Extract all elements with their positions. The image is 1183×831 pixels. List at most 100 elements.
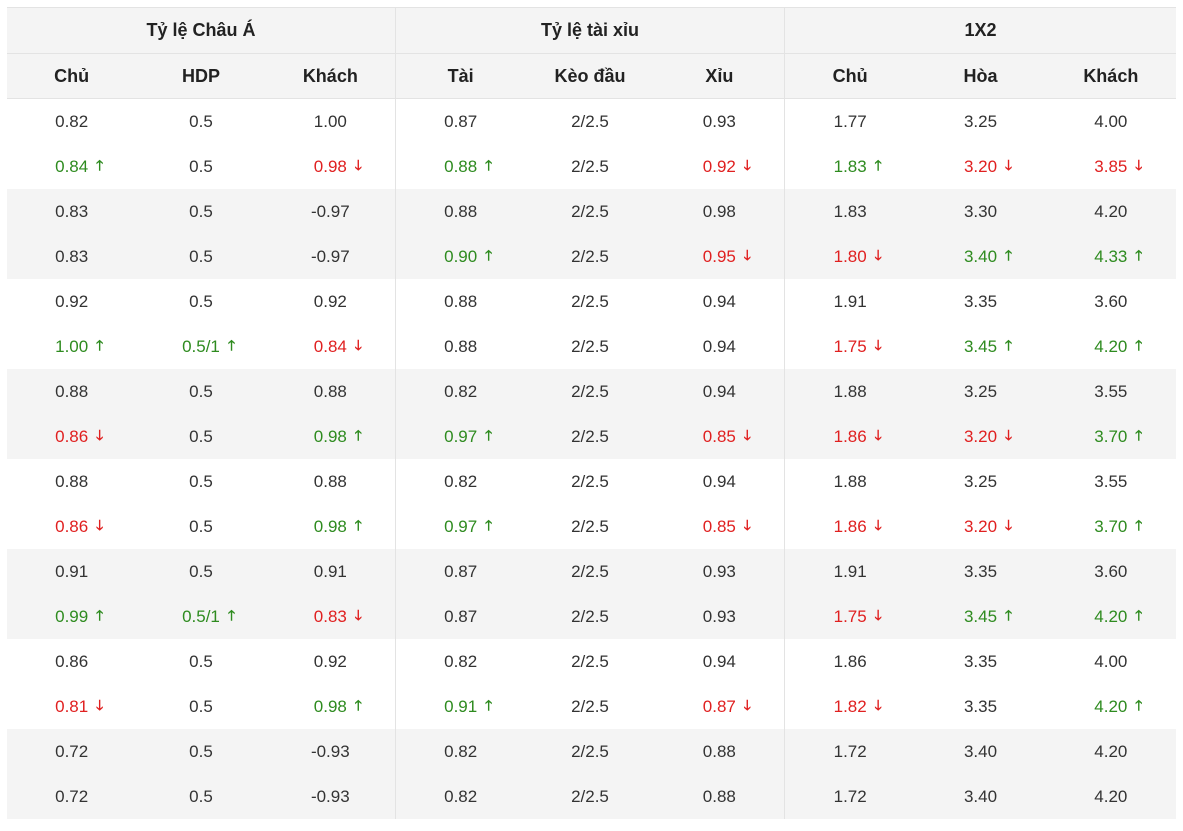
odds-cell-draw: 3.45 🡑 xyxy=(915,594,1045,639)
odds-value: 4.00 xyxy=(1094,651,1128,671)
odds-cell-away: 0.92 xyxy=(266,639,395,684)
odds-value: 0.88 xyxy=(444,156,478,176)
odds-value: 4.20 xyxy=(1094,336,1128,356)
odds-value: 0.82 xyxy=(444,786,478,806)
odds-cell-home: 0.99 🡑 xyxy=(7,594,136,639)
odds-value: 0.84 xyxy=(313,336,347,356)
odds-value: 3.20 xyxy=(963,516,998,536)
odds-value: 0.90 xyxy=(444,246,478,266)
odds-value: 0.92 xyxy=(313,291,347,311)
odds-cell-away: -0.97 xyxy=(266,234,395,279)
odds-value: 1.91 xyxy=(833,291,867,311)
odds-cell-home: 0.88 xyxy=(7,459,136,504)
odds-entry: 0.83 0.5 -0.97 0.88 2/2.5 0.98 1.83 3.30 4.20 0.8… xyxy=(7,189,1176,279)
odds-cell-away: 0.84 🡓 xyxy=(266,324,395,369)
arrow-up-icon: 🡑 xyxy=(1135,696,1143,713)
odds-cell-handicap: 0.5/1 🡑 xyxy=(136,324,265,369)
odds-cell-line: 2/2.5 xyxy=(525,414,654,459)
odds-value: 3.40 xyxy=(963,741,998,761)
odds-value: 0.5 xyxy=(189,381,213,401)
odds-value: 1.86 xyxy=(833,516,867,536)
odds-value: 2/2.5 xyxy=(571,651,609,671)
odds-table: Tỷ lệ Châu Á Tỷ lệ tài xỉu 1X2 Chủ HDP K… xyxy=(7,7,1176,819)
arrow-down-icon: 🡓 xyxy=(874,246,882,263)
odds-cell-home: 0.72 xyxy=(7,774,136,819)
odds-cell-away-win: 4.20 xyxy=(1046,774,1176,819)
odds-entry: 0.82 0.5 1.00 0.87 2/2.5 0.93 1.77 3.25 4.00 0.84… xyxy=(7,99,1176,189)
odds-value: 4.00 xyxy=(1094,111,1128,131)
odds-value: 1.83 xyxy=(833,201,867,221)
row-group: 0.87 2/2.5 0.93 xyxy=(396,549,785,594)
odds-cell-handicap: 0.5 xyxy=(136,144,265,189)
odds-value: 0.5 xyxy=(189,786,213,806)
odds-cell-under: 0.88 xyxy=(655,774,784,819)
odds-value: 2/2.5 xyxy=(571,426,609,446)
arrow-down-icon: 🡓 xyxy=(96,696,104,713)
odds-value: 0.91 xyxy=(313,561,347,581)
odds-value: 2/2.5 xyxy=(571,516,609,536)
odds-cell-home-win: 1.86 🡓 xyxy=(785,504,915,549)
odds-cell-draw: 3.25 xyxy=(915,369,1045,414)
odds-value: 0.88 xyxy=(55,471,89,491)
odds-cell-under: 0.94 xyxy=(655,324,784,369)
arrow-up-icon: 🡑 xyxy=(485,516,493,533)
odds-value: 3.30 xyxy=(963,201,998,221)
odds-value: 1.72 xyxy=(833,741,867,761)
group-header-row: Tỷ lệ Châu Á Tỷ lệ tài xỉu 1X2 xyxy=(7,7,1176,53)
odds-value: 1.72 xyxy=(833,786,867,806)
odds-cell-away: 0.91 xyxy=(266,549,395,594)
arrow-up-icon: 🡑 xyxy=(354,426,362,443)
odds-value: -0.93 xyxy=(310,741,350,761)
odds-cell-home: 0.88 xyxy=(7,369,136,414)
odds-cell-away-win: 4.00 xyxy=(1046,99,1176,144)
column-header-line: Kèo đầu xyxy=(554,65,626,86)
odds-value: 0.5 xyxy=(189,201,213,221)
arrow-down-icon: 🡓 xyxy=(1135,156,1143,173)
odds-value: 0.5 xyxy=(189,561,213,581)
odds-cell-line: 2/2.5 xyxy=(525,189,654,234)
odds-value: 2/2.5 xyxy=(571,471,609,491)
odds-value: 4.20 xyxy=(1094,606,1128,626)
odds-cell-away-win: 3.85 🡓 xyxy=(1046,144,1176,189)
arrow-down-icon: 🡓 xyxy=(743,156,751,173)
odds-value: 4.20 xyxy=(1094,741,1128,761)
row-group: 0.81 🡓 0.5 0.98 🡑 xyxy=(7,684,396,729)
odds-value: 0.85 xyxy=(702,516,736,536)
odds-cell-line: 2/2.5 xyxy=(525,459,654,504)
odds-value: 2/2.5 xyxy=(571,696,609,716)
odds-value: 0.88 xyxy=(313,381,347,401)
odds-cell-away: 0.88 xyxy=(266,459,395,504)
row-group: 0.82 2/2.5 0.94 xyxy=(396,369,785,414)
odds-cell-over: 0.87 xyxy=(396,594,525,639)
odds-value: 1.91 xyxy=(833,561,867,581)
row-group: 0.84 🡑 0.5 0.98 🡓 xyxy=(7,144,396,189)
odds-entry: 0.88 0.5 0.88 0.82 2/2.5 0.94 1.88 3.25 3.55 0.86… xyxy=(7,459,1176,549)
odds-cell-away: -0.97 xyxy=(266,189,395,234)
group-title-1x2: 1X2 xyxy=(964,20,997,40)
table-row: 0.88 0.5 0.88 0.82 2/2.5 0.94 1.88 3.25 3.55 xyxy=(7,459,1176,504)
odds-value: -0.97 xyxy=(310,201,350,221)
odds-cell-home-win: 1.72 xyxy=(785,729,915,774)
odds-value: 1.80 xyxy=(833,246,867,266)
row-group: 1.88 3.25 3.55 xyxy=(785,459,1176,504)
row-group: 0.88 🡑 2/2.5 0.92 🡓 xyxy=(396,144,785,189)
arrow-up-icon: 🡑 xyxy=(1004,336,1013,353)
odds-value: 4.33 xyxy=(1094,246,1128,266)
table-row: 0.83 0.5 -0.97 0.88 2/2.5 0.98 1.83 3.30 4.20 xyxy=(7,189,1176,234)
odds-cell-over: 0.97 🡑 xyxy=(396,504,525,549)
odds-entry: 0.92 0.5 0.92 0.88 2/2.5 0.94 1.91 3.35 3.60 1.00… xyxy=(7,279,1176,369)
odds-value: 2/2.5 xyxy=(571,201,609,221)
odds-value: 0.98 xyxy=(313,426,347,446)
odds-value: 3.45 xyxy=(963,606,998,626)
odds-cell-away-win: 4.20 🡑 xyxy=(1046,594,1176,639)
arrow-up-icon: 🡑 xyxy=(485,246,493,263)
row-group: 1.72 3.40 4.20 xyxy=(785,729,1176,774)
odds-value: 0.86 xyxy=(55,516,89,536)
odds-entry: 0.88 0.5 0.88 0.82 2/2.5 0.94 1.88 3.25 3.55 0.86… xyxy=(7,369,1176,459)
arrow-up-icon: 🡑 xyxy=(1004,606,1013,623)
odds-value: 2/2.5 xyxy=(571,336,609,356)
odds-cell-home-win: 1.86 🡓 xyxy=(785,414,915,459)
row-group: 0.88 0.5 0.88 xyxy=(7,369,396,414)
odds-value: 3.60 xyxy=(1094,291,1128,311)
odds-cell-under: 0.95 🡓 xyxy=(655,234,784,279)
